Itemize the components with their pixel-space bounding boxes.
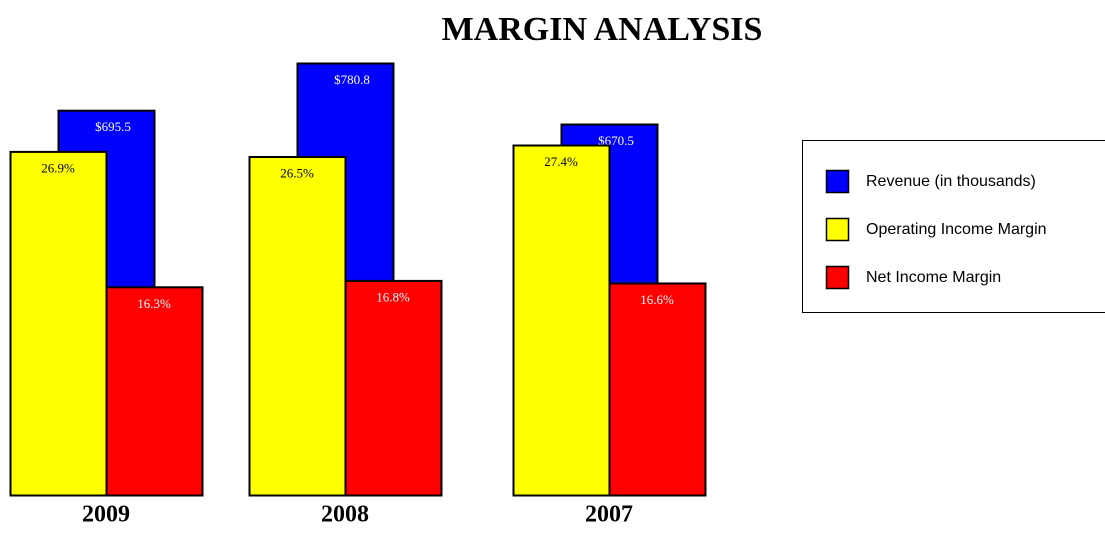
legend-swatch [825, 217, 850, 242]
chart-title: MARGIN ANALYSIS [442, 11, 763, 48]
bar [9, 150, 108, 497]
value-label: $670.5 [598, 133, 634, 148]
x-tick-label: 2008 [321, 502, 369, 528]
bar [105, 286, 204, 497]
value-label: 16.6% [640, 292, 674, 307]
legend-box [802, 140, 1105, 313]
x-tick-label: 2009 [82, 502, 130, 528]
x-tick-label: 2007 [585, 502, 633, 528]
value-label: 16.8% [376, 289, 410, 304]
value-label: $695.5 [95, 119, 131, 134]
bar [608, 282, 707, 497]
bar [512, 144, 611, 497]
legend-label: Revenue (in thousands) [866, 173, 1036, 190]
value-label: 26.5% [280, 165, 314, 180]
bar [344, 279, 443, 497]
value-label: 16.3% [137, 296, 171, 311]
legend-label: Operating Income Margin [866, 221, 1047, 238]
value-label: 27.4% [544, 154, 578, 169]
legend-swatch [825, 265, 850, 290]
value-label: $780.8 [334, 72, 370, 87]
legend-label: Net Income Margin [866, 269, 1001, 286]
legend-swatch [825, 169, 850, 194]
value-label: 26.9% [41, 160, 75, 175]
bar [248, 155, 347, 497]
